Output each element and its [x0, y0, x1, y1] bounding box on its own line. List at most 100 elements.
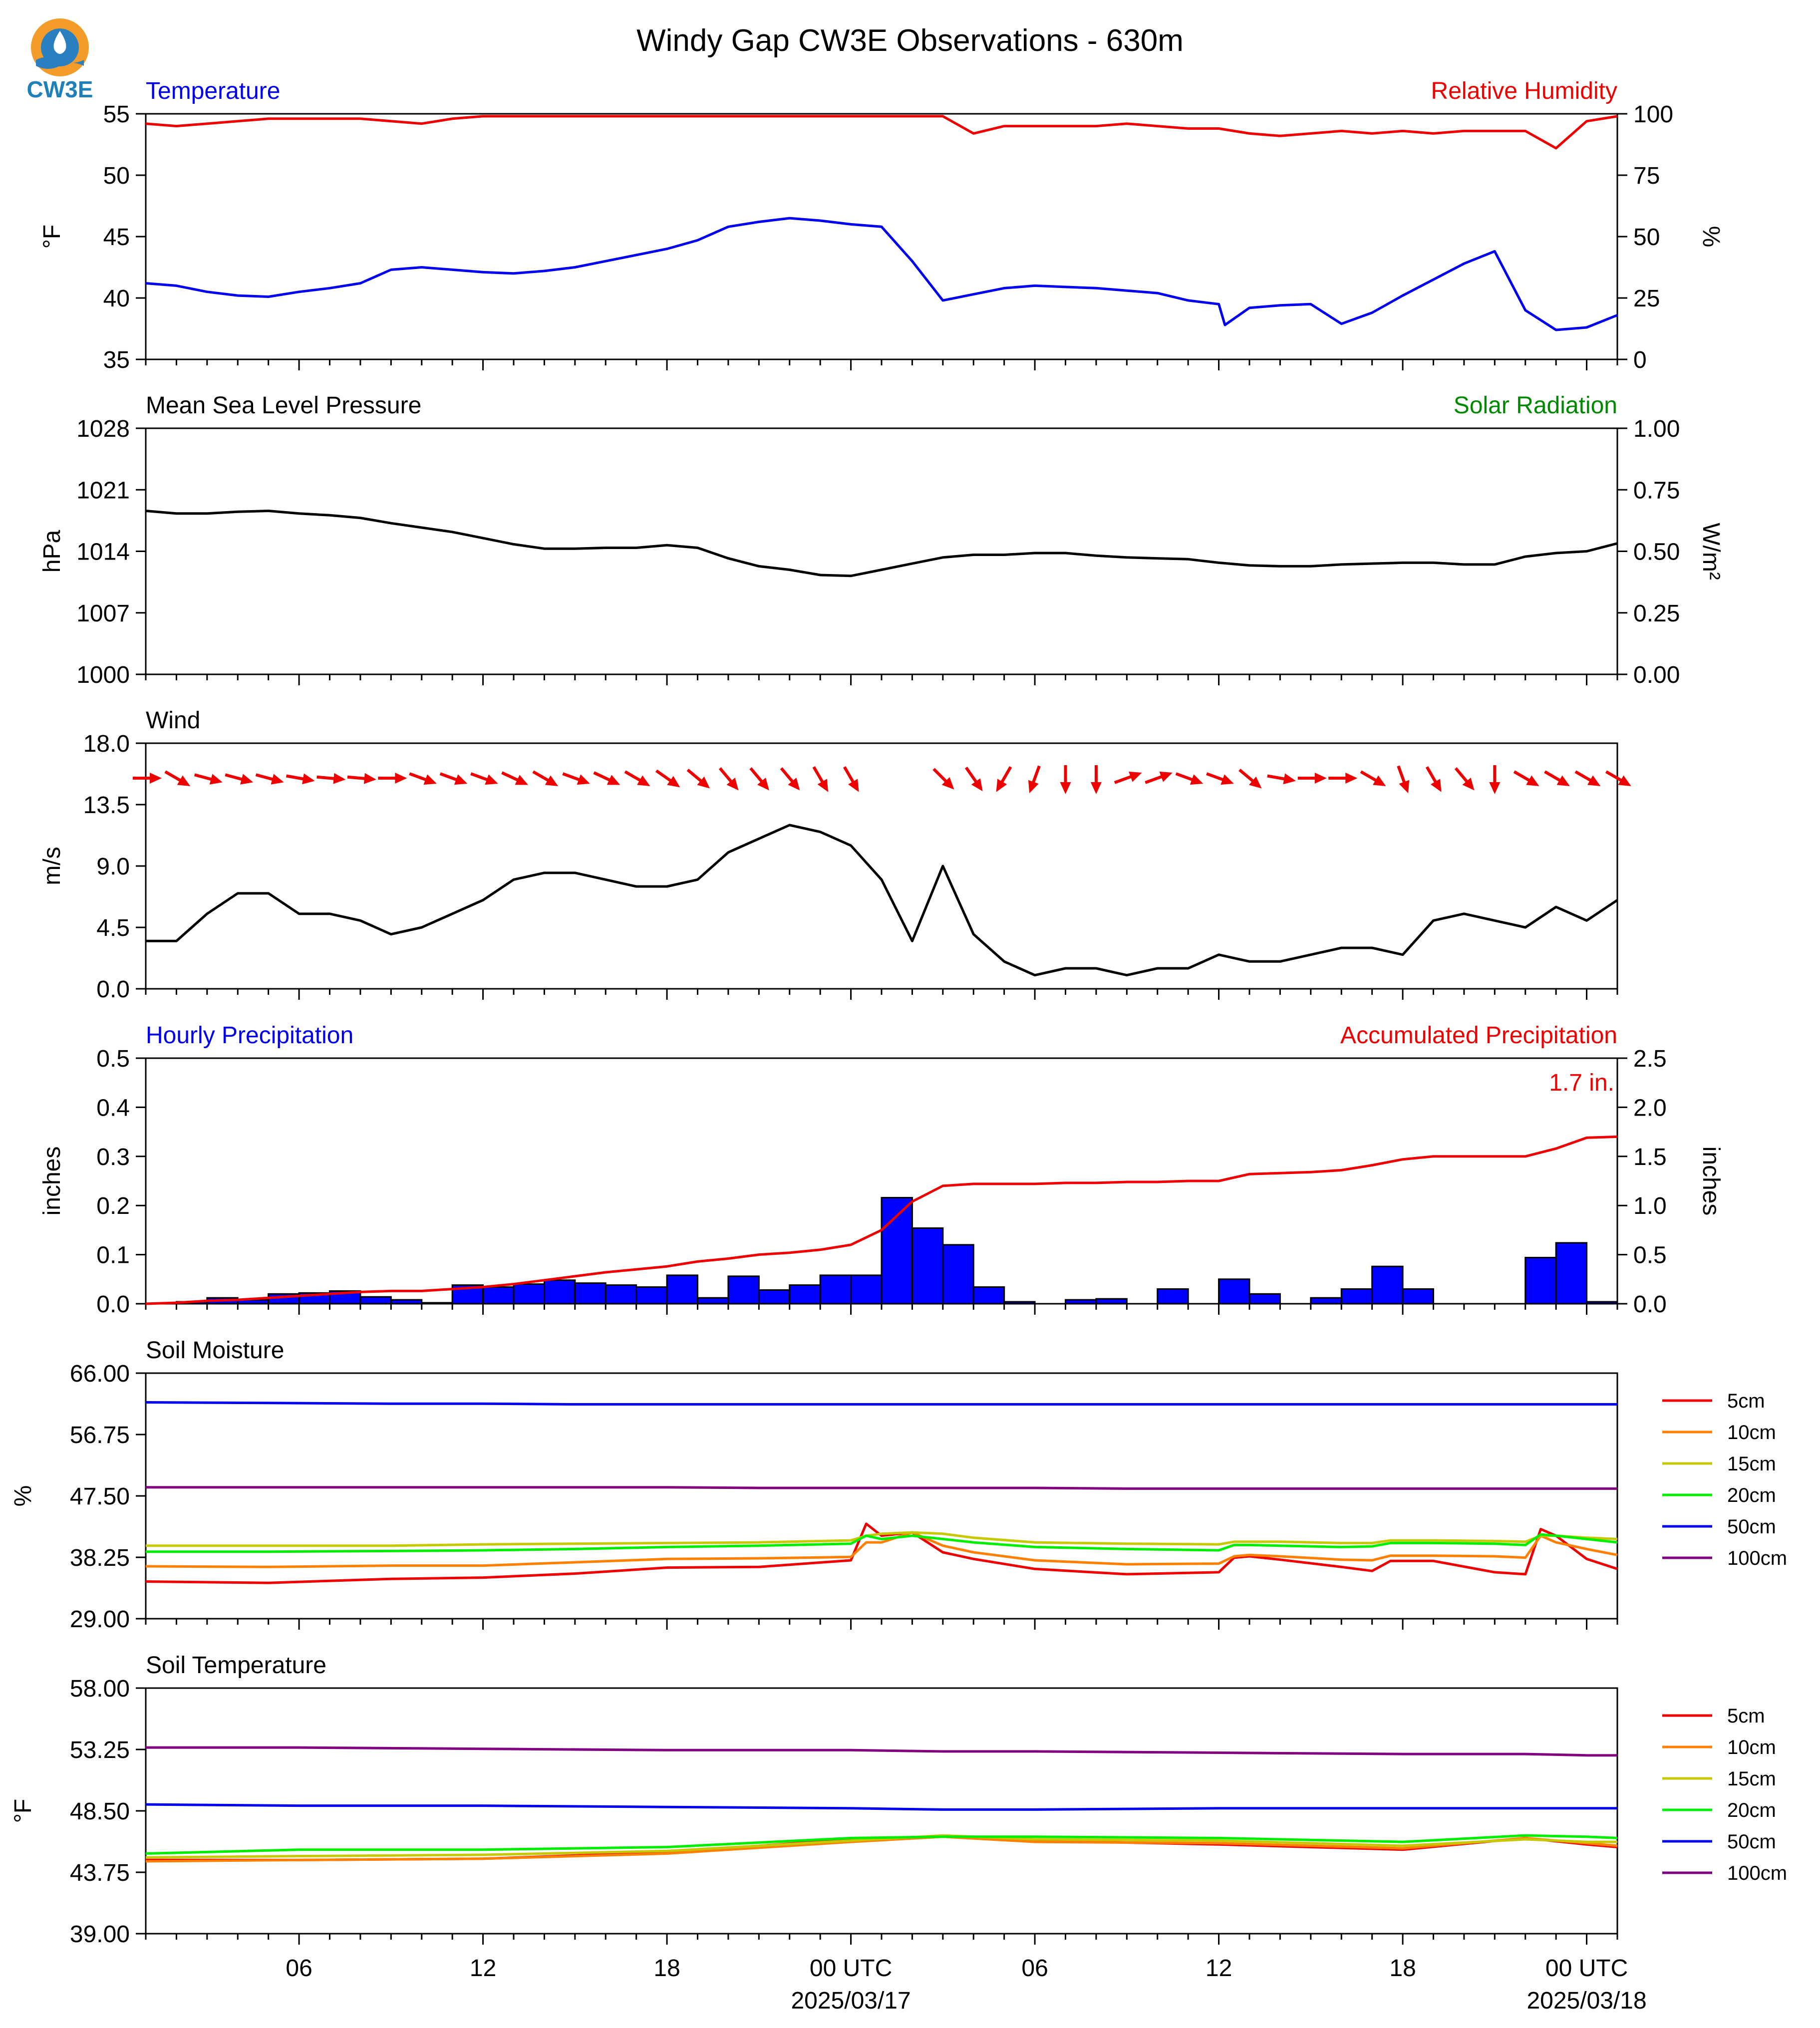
y-left-tick-label: 1028 — [76, 416, 130, 442]
precip-bar — [390, 1299, 423, 1305]
y-left-label: °F — [10, 1799, 36, 1823]
panel-title-left: Temperature — [146, 78, 280, 104]
y-right-tick-label: 50 — [1633, 224, 1660, 251]
y-left-tick-label: 39.00 — [70, 1921, 130, 1948]
wind-arrow-head — [1618, 775, 1631, 786]
wind-arrow-head — [1587, 775, 1601, 786]
wind-arrow — [1060, 765, 1071, 794]
precip-bar — [543, 1279, 576, 1305]
panel-title-left: Wind — [146, 707, 200, 734]
series-line-temperature — [145, 217, 1618, 331]
precip-bar — [635, 1286, 668, 1305]
legend-label: 50cm — [1727, 1516, 1776, 1538]
wind-arrow — [1360, 770, 1386, 786]
wind-arrow-head — [941, 777, 954, 790]
wind-arrow — [718, 767, 739, 791]
panel-pressure_solar: 1000 1007 1014 1021 1028 hPa Mean Sea Level Pr… — [39, 392, 1724, 688]
wind-arrow — [1145, 771, 1173, 784]
legend-label: 50cm — [1727, 1831, 1776, 1853]
panel-title-right: Accumulated Precipitation — [1340, 1022, 1617, 1049]
y-right-tick-label: 0.50 — [1633, 539, 1680, 566]
y-right-tick-label: 100 — [1633, 101, 1673, 128]
wind-arrow-head — [240, 774, 254, 785]
panel-title-left: Hourly Precipitation — [146, 1022, 353, 1049]
y-left-label: hPa — [39, 530, 65, 573]
wind-arrow-head — [667, 776, 680, 788]
y-left-tick-label: 53.25 — [70, 1737, 130, 1763]
precip-bar — [359, 1296, 392, 1305]
precip-bar — [850, 1274, 883, 1305]
y-right-tick-label: 2.5 — [1633, 1046, 1667, 1072]
y-left-tick-label: 1021 — [76, 477, 130, 504]
y-left-label: m/s — [39, 847, 65, 885]
wind-arrow — [624, 770, 650, 786]
y-right-tick-label: 25 — [1633, 286, 1660, 312]
y-right-tick-label: 0.75 — [1633, 477, 1680, 504]
wind-arrow-head — [515, 775, 529, 785]
panel-title-left: Mean Sea Level Pressure — [146, 392, 421, 419]
wind-arrow — [164, 770, 191, 786]
wind-arrow-head — [1129, 771, 1142, 782]
wind-arrow — [1206, 772, 1234, 785]
wind-arrow — [133, 773, 162, 784]
y-left-tick-label: 0.0 — [96, 1291, 130, 1318]
panel-title-right: Solar Radiation — [1454, 392, 1617, 419]
y-right-label: % — [1698, 226, 1724, 248]
wind-arrow-head — [485, 774, 498, 785]
legend-label: 10cm — [1727, 1737, 1776, 1758]
wind-arrow — [378, 773, 407, 784]
precip-bar — [697, 1297, 729, 1305]
y-left-tick-label: 55 — [103, 101, 130, 128]
y-left-tick-label: 29.00 — [70, 1606, 130, 1633]
wind-arrow — [1397, 765, 1410, 794]
wind-arrow-head — [1489, 782, 1501, 794]
y-left-tick-label: 50 — [103, 163, 130, 189]
y-right-label: W/m² — [1698, 523, 1724, 580]
y-right-tick-label: 1.5 — [1633, 1144, 1667, 1170]
y-left-tick-label: 0.5 — [96, 1046, 130, 1072]
y-left-tick-label: 47.50 — [70, 1483, 130, 1510]
precip-bar — [789, 1284, 821, 1305]
logo-drop-icon — [53, 31, 66, 54]
y-right-tick-label: 1.0 — [1633, 1193, 1667, 1219]
wind-arrow — [593, 771, 620, 785]
y-left-tick-label: 13.5 — [83, 792, 130, 819]
precip-bar — [666, 1274, 699, 1305]
series-line-50cm — [145, 1401, 1617, 1406]
y-right-tick-label: 0 — [1633, 347, 1647, 373]
wind-arrow — [1114, 771, 1142, 784]
logo-waves — [36, 57, 84, 69]
wind-arrow — [1328, 773, 1358, 784]
wind-arrow — [843, 766, 859, 792]
legend-label: 20cm — [1727, 1484, 1776, 1506]
wind-arrow — [964, 766, 983, 792]
wind-arrow-head — [788, 778, 800, 791]
legend-label: 20cm — [1727, 1799, 1776, 1821]
accumulated-total-label: 1.7 in. — [1549, 1070, 1614, 1096]
panel-wind: 0.0 4.5 9.0 13.5 18.0 m/s Wind — [39, 707, 1631, 1003]
wind-arrow-head — [1060, 782, 1071, 794]
wind-arrow-head — [177, 775, 191, 786]
y-left-tick-label: 0.3 — [96, 1144, 130, 1170]
wind-arrow — [1454, 767, 1475, 791]
y-left-tick-label: 0.1 — [96, 1242, 130, 1269]
series-line-100cm — [146, 1486, 1617, 1490]
precip-bar — [1371, 1265, 1404, 1305]
panel-soil_temperature: 39.00 43.75 48.50 53.25 58.00 °F Soil Temperat… — [10, 1652, 1787, 2014]
wind-arrow — [1238, 768, 1262, 789]
wind-arrow — [1605, 770, 1631, 786]
legend-label: 15cm — [1727, 1453, 1776, 1475]
wind-arrow-head — [1373, 775, 1386, 786]
precip-bar — [605, 1284, 637, 1305]
precip-bar — [819, 1274, 852, 1305]
wind-arrow — [1175, 772, 1204, 785]
y-right-tick-label: 0.25 — [1633, 600, 1680, 627]
wind-arrow-head — [971, 778, 983, 792]
panel-title-left: Soil Moisture — [146, 1337, 284, 1364]
wind-arrow-head — [1190, 774, 1204, 785]
y-left-tick-label: 0.4 — [96, 1095, 130, 1121]
series-line-15cm — [146, 1531, 1618, 1547]
wind-arrow — [1425, 766, 1442, 792]
series-line-relative-humidity — [145, 115, 1618, 150]
